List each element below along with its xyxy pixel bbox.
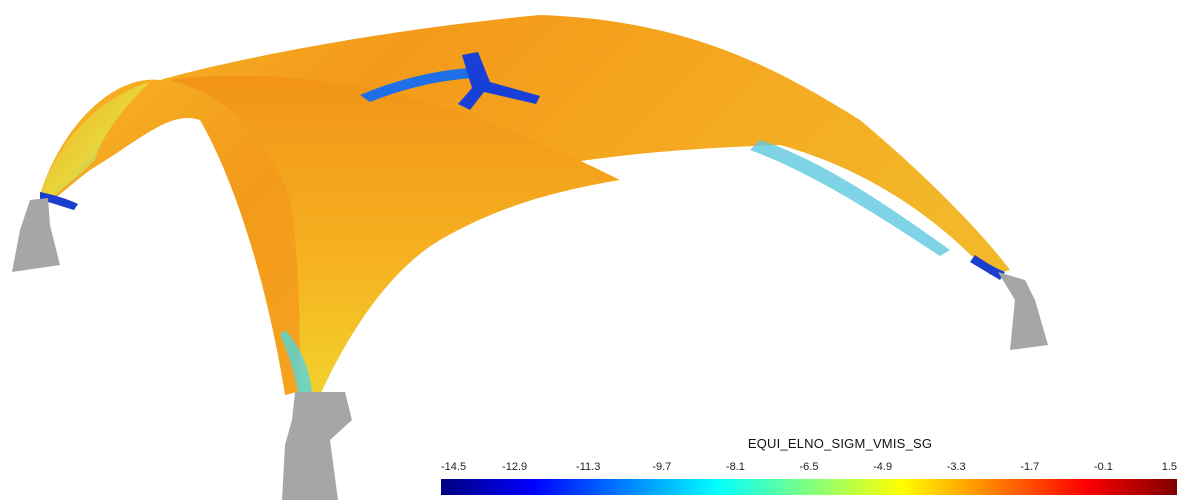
colormap-tick-label: -3.3 bbox=[946, 461, 966, 473]
colormap-tick-label: -8.1 bbox=[725, 461, 745, 473]
support-right bbox=[998, 272, 1048, 350]
colormap-ticks: -14.5 -12.9 -11.3 -9.7 -8.1 -6.5 -4.9 -3.3 -1.7 -… bbox=[441, 461, 1177, 475]
support-bottom bbox=[282, 392, 352, 500]
colormap-tick-label: -11.3 bbox=[576, 461, 601, 473]
shell-front-surface bbox=[170, 75, 620, 396]
colormap-tick-label: -6.5 bbox=[799, 461, 819, 473]
stress-left-base bbox=[40, 192, 78, 210]
colormap-bar bbox=[441, 479, 1177, 495]
colormap-tick-label: -1.7 bbox=[1020, 461, 1040, 473]
colormap-tick-label: -14.5 bbox=[441, 461, 467, 473]
colormap-title: EQUI_ELNO_SIGM_VMIS_SG bbox=[747, 436, 933, 451]
support-left bbox=[12, 198, 60, 272]
stress-ridge-top bbox=[360, 68, 475, 102]
stress-ridge-junction bbox=[458, 52, 540, 110]
stress-right-base bbox=[970, 255, 1005, 280]
stress-cyan-front bbox=[280, 330, 312, 392]
stress-cyan-band bbox=[750, 140, 950, 256]
colormap-tick-label: -0.1 bbox=[1093, 461, 1113, 473]
colormap-tick-label: -4.9 bbox=[873, 461, 893, 473]
shell-left-flank bbox=[40, 82, 150, 205]
colormap-tick-label: -9.7 bbox=[652, 461, 672, 473]
colormap-tick-label: -12.9 bbox=[502, 461, 528, 473]
colormap-tick-label: 1.5 bbox=[1161, 461, 1177, 473]
